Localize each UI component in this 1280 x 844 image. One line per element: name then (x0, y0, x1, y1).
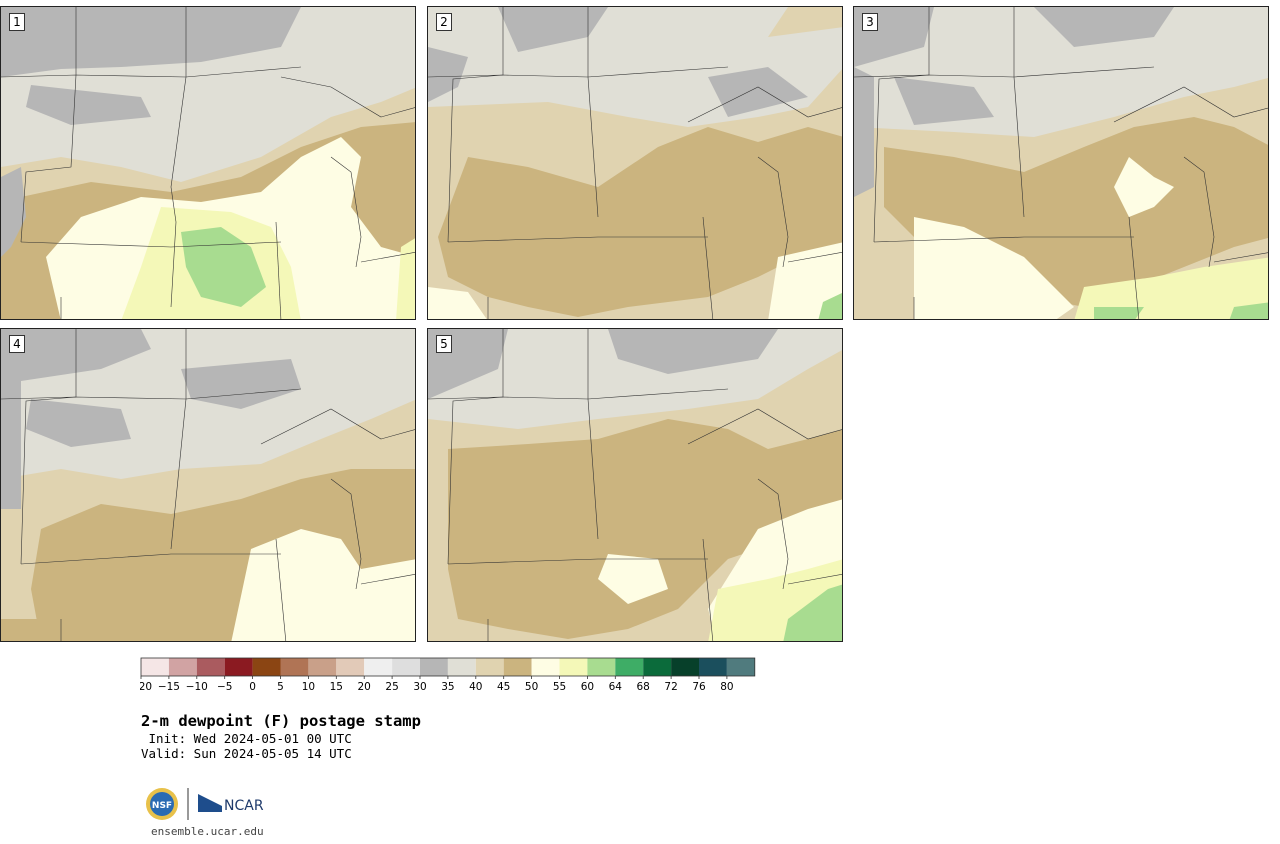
colorbar-tick-label: 35 (441, 681, 454, 693)
colorbar-swatch (280, 658, 309, 676)
panel-number-label: 3 (862, 13, 878, 31)
map-panel-1 (1, 7, 415, 319)
colorbar-tick-label: 50 (525, 681, 538, 693)
stamp-panel-4: 4 (0, 328, 416, 642)
colorbar-swatch (615, 658, 644, 676)
colorbar-swatch (671, 658, 699, 676)
stamp-panel-5: 5 (427, 328, 843, 642)
ncar-logo-text: NCAR (224, 798, 264, 814)
website-url: ensemble.ucar.edu (151, 825, 264, 838)
colorbar-swatch (392, 658, 420, 676)
colorbar-swatch (308, 658, 337, 676)
colorbar-swatch (587, 658, 616, 676)
colorbar-swatch (196, 658, 225, 676)
colorbar-tick-label: 55 (553, 681, 566, 693)
colorbar-swatch (726, 658, 755, 676)
nsf-logo-text: NSF (152, 801, 172, 811)
valid-time: Valid: Sun 2024-05-05 14 UTC (141, 746, 352, 761)
colorbar-tick-label: 72 (664, 681, 677, 693)
colorbar-swatch (475, 658, 504, 676)
colorbar-swatch (252, 658, 281, 676)
colorbar-tick-label: −10 (186, 681, 208, 693)
colorbar-swatch (503, 658, 532, 676)
colorbar-tick-label: 25 (385, 681, 398, 693)
colorbar-tick-label: 0 (249, 681, 256, 693)
colorbar-swatch (141, 658, 169, 676)
colorbar-swatch (531, 658, 560, 676)
map-panel-3 (854, 7, 1268, 319)
colorbar-tick-label: 10 (302, 681, 315, 693)
colorbar-tick-label: 20 (358, 681, 371, 693)
colorbar-swatch (643, 658, 672, 676)
map-panel-2 (428, 7, 842, 319)
colorbar-swatch (447, 658, 476, 676)
colorbar-swatch (224, 658, 253, 676)
logo-area: NSF NCAR (146, 788, 264, 820)
panel-number-label: 1 (9, 13, 25, 31)
colorbar-tick-label: −20 (140, 681, 152, 693)
colorbar-swatch (336, 658, 365, 676)
colorbar-swatch (699, 658, 727, 676)
colorbar-tick-label: 5 (277, 681, 284, 693)
colorbar-tick-label: 40 (469, 681, 482, 693)
stamp-panel-2: 2 (427, 6, 843, 320)
colorbar-tick-label: 80 (720, 681, 733, 693)
colorbar-tick-label: 15 (330, 681, 343, 693)
colorbar-tick-label: −5 (217, 681, 232, 693)
colorbar-swatch (420, 658, 448, 676)
panel-number-label: 2 (436, 13, 452, 31)
colorbar-tick-label: 64 (609, 681, 623, 693)
map-panel-4 (1, 329, 415, 641)
colorbar-tick-label: 30 (413, 681, 426, 693)
ncar-logo-icon (198, 794, 222, 812)
stamp-panel-3: 3 (853, 6, 1269, 320)
colorbar-tick-label: 45 (497, 681, 510, 693)
dewpoint-colorbar: −20 −15 −10 −5 0 5 10 15 20 25 30 35 40 45 50 55 60 64 68 7… (140, 657, 756, 693)
colorbar-tick-label: 68 (637, 681, 650, 693)
colorbar-swatch (168, 658, 197, 676)
map-panel-5 (428, 329, 842, 641)
colorbar-tick-label: 76 (692, 681, 706, 693)
colorbar-swatch (364, 658, 393, 676)
stamp-panel-1: 1 (0, 6, 416, 320)
panel-number-label: 4 (9, 335, 25, 353)
init-time: Init: Wed 2024-05-01 00 UTC (141, 731, 352, 746)
panel-number-label: 5 (436, 335, 452, 353)
colorbar-tick-label: −15 (158, 681, 180, 693)
chart-title: 2-m dewpoint (F) postage stamp (141, 712, 421, 730)
colorbar-tick-label: 60 (581, 681, 594, 693)
colorbar-swatch (559, 658, 588, 676)
